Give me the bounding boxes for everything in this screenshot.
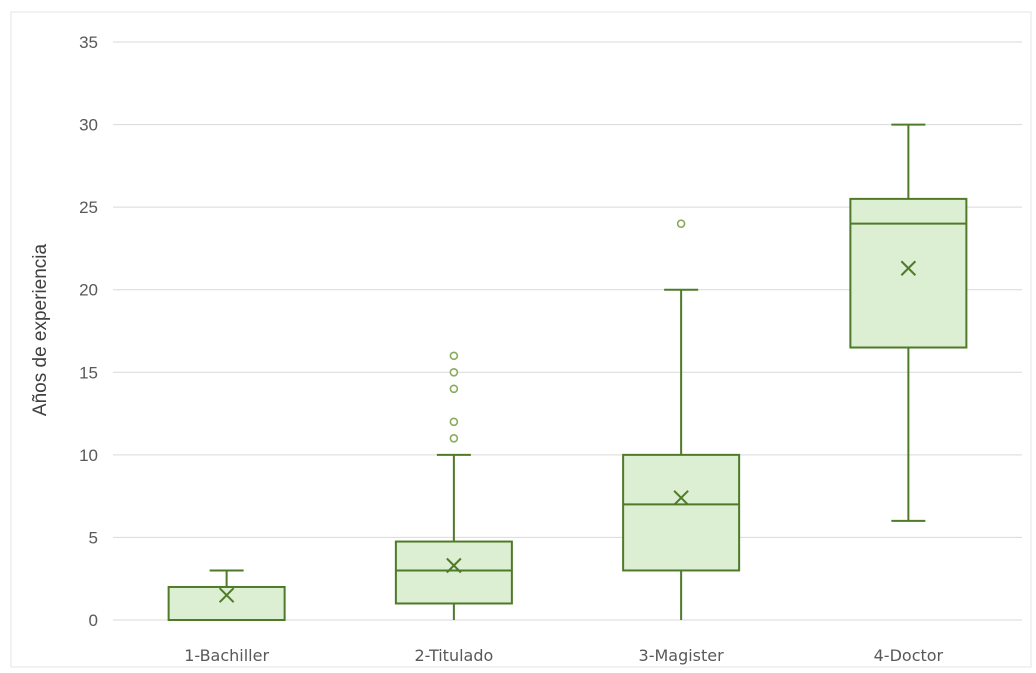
- x-category-label: 4-Doctor: [874, 646, 944, 665]
- y-tick-label: 5: [89, 528, 98, 547]
- mean-marker: [900, 260, 917, 276]
- outlier-point: [449, 351, 459, 361]
- y-tick-label: 30: [79, 116, 98, 135]
- x-axis-labels: 1-Bachiller 2-Titulado 3-Magister 4-Doctor: [184, 646, 943, 665]
- y-tick-label: 35: [79, 33, 98, 52]
- y-axis-title: Años de experiencia: [30, 243, 51, 416]
- box: [394, 540, 513, 605]
- box-group: [622, 219, 741, 620]
- boxes: [167, 123, 968, 622]
- y-tick-label: 25: [79, 198, 98, 217]
- mean-marker: [446, 557, 462, 574]
- box-group: [167, 569, 286, 622]
- box: [849, 197, 968, 349]
- mean-marker: [218, 587, 235, 603]
- y-tick-label: 0: [89, 611, 98, 630]
- box: [622, 453, 741, 572]
- box-group: [849, 123, 968, 522]
- box: [167, 585, 286, 622]
- y-tick-label: 10: [79, 446, 98, 465]
- outlier-point: [449, 417, 459, 427]
- x-category-label: 1-Bachiller: [184, 646, 269, 665]
- x-category-label: 2-Titulado: [414, 646, 493, 665]
- outlier-point: [449, 434, 459, 443]
- y-tick-label: 15: [79, 363, 98, 382]
- x-category-label: 3-Magister: [639, 646, 725, 665]
- y-tick-label: 20: [79, 281, 98, 300]
- outlier-point: [449, 384, 459, 394]
- box-group: [394, 351, 513, 620]
- outlier-point: [676, 219, 686, 228]
- y-axis-ticks: 0 5 10 15 20 25 30 35: [79, 33, 98, 630]
- mean-marker: [673, 490, 689, 506]
- outlier-point: [449, 367, 459, 377]
